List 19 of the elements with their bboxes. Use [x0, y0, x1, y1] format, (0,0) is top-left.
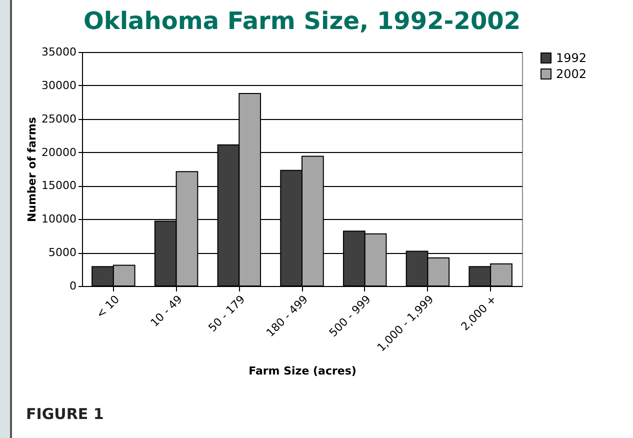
- y-tick-label: 30000: [42, 78, 76, 92]
- x-tick-label: 500 - 999: [326, 292, 374, 340]
- chart-title: Oklahoma Farm Size, 1992-2002: [83, 7, 521, 35]
- x-tick-label: 180 - 499: [264, 292, 310, 340]
- legend-label: 1992: [556, 51, 587, 65]
- x-tick-label: 10 - 49: [148, 292, 185, 330]
- legend-label: 2002: [556, 67, 587, 81]
- caption: FIGURE 1: [26, 405, 104, 423]
- y-tick-label: 25000: [42, 112, 76, 126]
- y-axis-title: Number of farms: [26, 116, 39, 222]
- x-axis-title: Farm Size (acres): [248, 364, 356, 378]
- y-tick-label: 35000: [42, 46, 76, 58]
- y-tick-label: 10000: [42, 212, 76, 226]
- y-tick-label: 0: [70, 280, 76, 292]
- x-tick-label: 50 - 179: [206, 292, 248, 334]
- x-tick-label: < 10: [94, 292, 122, 321]
- y-tick-label: 20000: [42, 146, 76, 159]
- y-tick-label: 15000: [42, 179, 76, 192]
- y-tick-label: 5000: [48, 246, 76, 260]
